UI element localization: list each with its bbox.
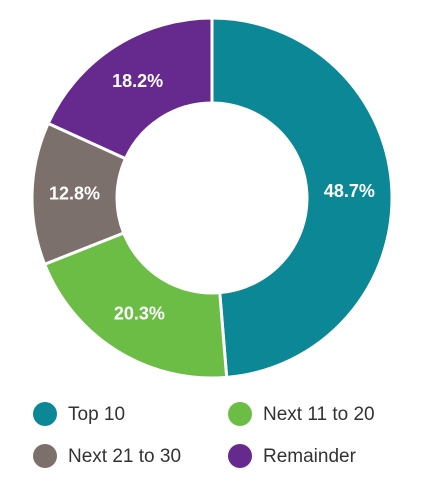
donut-slice [46,16,214,161]
donut-slice [42,231,229,380]
legend-swatch [33,444,57,468]
slice-label: 20.3% [114,304,165,324]
slice-label: 18.2% [112,71,163,91]
legend-label: Next 21 to 30 [68,446,181,467]
legend-label: Next 11 to 20 [263,404,375,425]
donut-slice [210,16,394,380]
slice-label: 12.8% [49,183,100,203]
legend-label: Remainder [263,446,357,467]
legend-swatch [33,402,57,426]
slice-label: 48.7% [324,181,375,201]
legend-swatch [228,444,252,468]
legend-swatch [228,402,252,426]
legend-label: Top 10 [68,404,125,425]
